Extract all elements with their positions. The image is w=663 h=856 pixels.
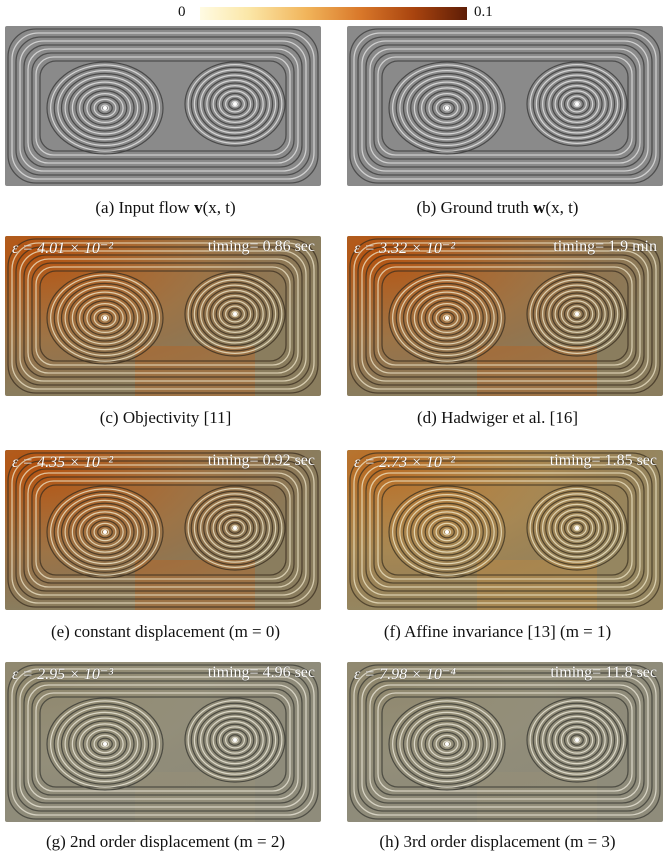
caption-b-args: (x, t) — [545, 198, 579, 217]
panel-d-timing: timing= 1.9 min — [553, 238, 657, 255]
panel-a-image — [5, 26, 321, 186]
colorbar-min-label: 0 — [178, 4, 186, 20]
panel-e-epsilon: ε = 4.35 × 10⁻² — [12, 454, 114, 471]
caption-b-symbol: w — [533, 198, 546, 217]
caption-a: (a) Input flow v(x, t) — [0, 198, 331, 218]
panel-h-image: ε = 7.98 × 10⁻⁴ timing= 11.8 sec — [347, 662, 663, 822]
caption-b: (b) Ground truth w(x, t) — [332, 198, 663, 218]
panel-d-image: ε = 3.32 × 10⁻² timing= 1.9 min — [347, 236, 663, 396]
panel-c-epsilon: ε = 4.01 × 10⁻² — [12, 240, 114, 257]
panel-h-timing: timing= 11.8 sec — [550, 664, 657, 681]
caption-d: (d) Hadwiger et al. [16] — [417, 408, 578, 427]
caption-c: (c) Objectivity [11] — [99, 408, 232, 427]
panel-h-epsilon: ε = 7.98 × 10⁻⁴ — [354, 666, 456, 683]
caption-a-symbol: v — [194, 198, 203, 217]
panel-f-image: ε = 2.73 × 10⁻² timing= 1.85 sec — [347, 450, 663, 610]
panel-g-timing: timing= 4.96 sec — [207, 664, 315, 681]
caption-f: (f) Affine invariance [13] (m = 1) — [383, 622, 612, 641]
panel-g-image: ε = 2.95 × 10⁻³ timing= 4.96 sec — [5, 662, 321, 822]
panel-c-image: ε = 4.01 × 10⁻² timing= 0.86 sec — [5, 236, 321, 396]
colorbar-gradient — [200, 7, 467, 20]
caption-a-text: (a) Input flow — [95, 198, 195, 217]
caption-a-args: (x, t) — [202, 198, 236, 217]
panel-f-timing: timing= 1.85 sec — [549, 452, 657, 469]
panel-c-timing: timing= 0.86 sec — [207, 238, 315, 255]
colorbar: 0 0.1 — [0, 4, 663, 22]
panel-d-epsilon: ε = 3.32 × 10⁻² — [354, 240, 456, 257]
panel-b-image — [347, 26, 663, 186]
panel-e-image: ε = 4.35 × 10⁻² timing= 0.92 sec — [5, 450, 321, 610]
caption-g: (g) 2nd order displacement (m = 2) — [45, 832, 285, 851]
colorbar-max-label: 0.1 — [474, 4, 493, 20]
panel-e-timing: timing= 0.92 sec — [207, 452, 315, 469]
caption-e: (e) constant displacement (m = 0) — [50, 622, 281, 641]
panel-f-epsilon: ε = 2.73 × 10⁻² — [354, 454, 456, 471]
panel-g-epsilon: ε = 2.95 × 10⁻³ — [12, 666, 114, 683]
caption-b-text: (b) Ground truth — [416, 198, 534, 217]
caption-h: (h) 3rd order displacement (m = 3) — [379, 832, 616, 851]
